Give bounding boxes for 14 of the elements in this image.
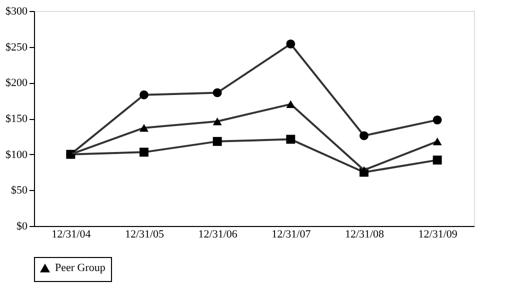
y-tick-label: $100	[6, 148, 28, 161]
x-tick-label: 12/31/04	[52, 228, 92, 240]
x-tick-label: 12/31/05	[124, 228, 165, 240]
x-tick-label: 12/31/08	[344, 228, 385, 240]
y-tick-label: $250	[6, 41, 28, 54]
x-tick-label: 12/31/06	[198, 228, 238, 240]
y-tick-label: $50	[11, 184, 28, 197]
x-tick-label: 12/31/07	[272, 228, 312, 240]
y-tick-label: $150	[6, 113, 28, 125]
legend-label: Peer Group	[55, 262, 106, 274]
x-tick-label: 12/31/09	[418, 228, 458, 240]
y-tick-label: $200	[6, 77, 28, 90]
y-tick-label: $0	[16, 220, 28, 232]
y-tick-label: $300	[6, 6, 28, 18]
